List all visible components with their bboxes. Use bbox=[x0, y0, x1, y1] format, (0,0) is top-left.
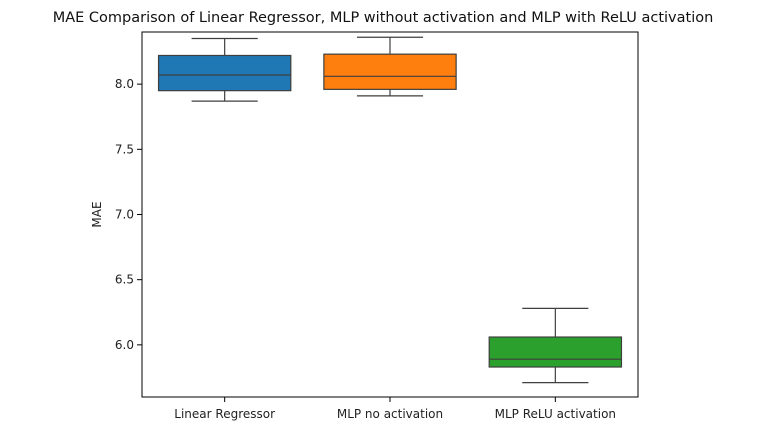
x-tick-label: MLP ReLU activation bbox=[495, 407, 616, 421]
box-1 bbox=[157, 37, 292, 102]
x-tick-label: MLP no activation bbox=[337, 407, 443, 421]
y-tick-label: 7.5 bbox=[115, 142, 134, 156]
iqr-box bbox=[323, 53, 457, 90]
box-3 bbox=[488, 307, 623, 384]
iqr-box bbox=[157, 54, 292, 92]
y-tick-label: 7.0 bbox=[115, 208, 134, 222]
y-tick-label: 6.5 bbox=[115, 273, 134, 287]
chart-title: MAE Comparison of Linear Regressor, MLP … bbox=[53, 10, 714, 26]
y-axis-label: MAE bbox=[90, 201, 104, 227]
box-2 bbox=[323, 36, 457, 97]
iqr-box bbox=[488, 336, 623, 368]
plot-area: 6.0 6.5 7.0 7.5 8.0 Linear Regressor MLP no ac… bbox=[115, 31, 639, 421]
x-tick-label: Linear Regressor bbox=[174, 407, 275, 421]
y-tick-label: 8.0 bbox=[115, 77, 134, 91]
y-tick-label: 6.0 bbox=[115, 338, 134, 352]
